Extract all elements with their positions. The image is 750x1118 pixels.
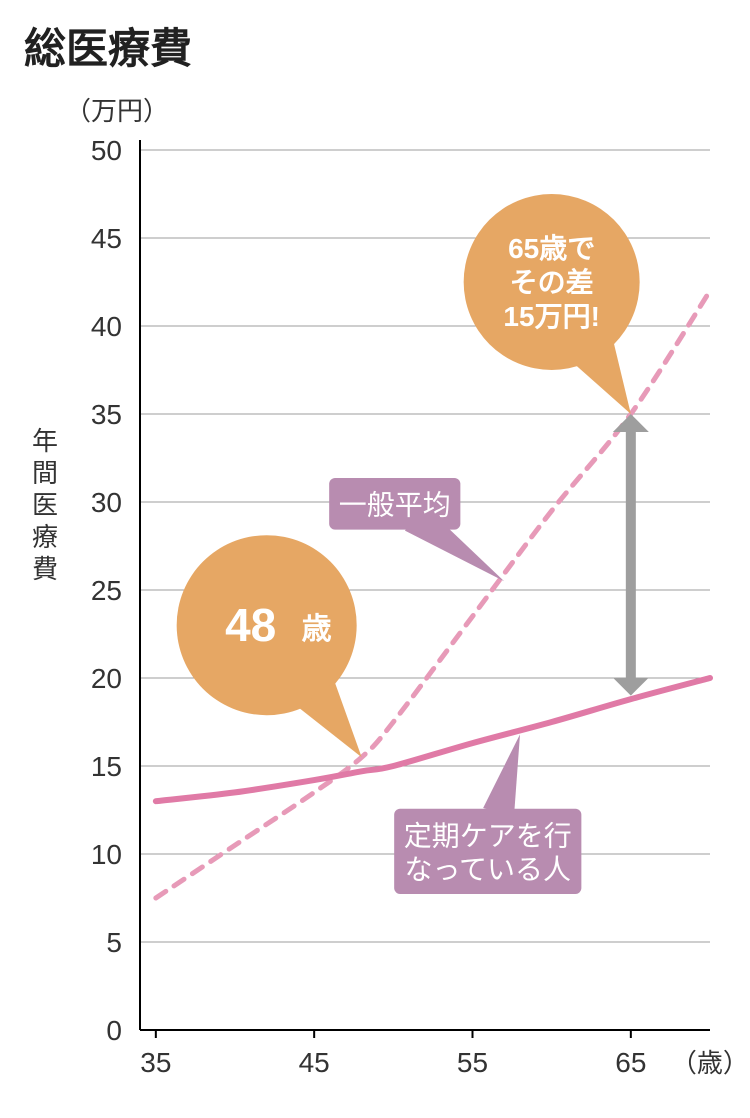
svg-text:その差: その差 — [510, 266, 594, 298]
svg-text:45: 45 — [91, 223, 122, 254]
svg-text:間: 間 — [32, 458, 58, 488]
svg-text:15万円!: 15万円! — [503, 301, 599, 332]
svg-text:年: 年 — [32, 426, 58, 456]
svg-text:10: 10 — [91, 839, 122, 870]
svg-text:一般平均: 一般平均 — [339, 490, 451, 521]
chart-title: 総医療費 — [24, 15, 192, 76]
svg-text:15: 15 — [91, 751, 122, 782]
svg-text:35: 35 — [91, 399, 122, 430]
svg-text:医: 医 — [32, 490, 58, 520]
svg-text:（歳）: （歳） — [671, 1048, 749, 1078]
svg-text:療: 療 — [32, 522, 58, 552]
svg-text:65: 65 — [615, 1047, 646, 1078]
svg-text:48: 48 — [225, 599, 276, 651]
svg-text:50: 50 — [91, 135, 122, 166]
svg-text:0: 0 — [106, 1015, 122, 1046]
svg-text:65歳で: 65歳で — [508, 233, 595, 264]
svg-text:35: 35 — [140, 1047, 171, 1078]
chart-page: 総医療費 0 5 10 15 20 25 30 35 40 45 50 35 45 55 65 （万円） （歳）… — [0, 0, 750, 1118]
svg-text:20: 20 — [91, 663, 122, 694]
svg-text:45: 45 — [299, 1047, 330, 1078]
svg-text:5: 5 — [106, 927, 122, 958]
svg-text:（万円）: （万円） — [65, 96, 169, 126]
svg-text:費: 費 — [32, 554, 58, 584]
svg-text:25: 25 — [91, 575, 122, 606]
svg-text:定期ケアを行: 定期ケアを行 — [404, 820, 572, 851]
svg-text:55: 55 — [457, 1047, 488, 1078]
svg-text:なっている人: なっている人 — [404, 854, 571, 885]
svg-text:40: 40 — [91, 311, 122, 342]
chart-svg: 0 5 10 15 20 25 30 35 40 45 50 35 45 55 65 （万円） （歳） 年間医療費… — [0, 0, 750, 1118]
svg-text:歳: 歳 — [302, 613, 332, 646]
svg-text:30: 30 — [91, 487, 122, 518]
